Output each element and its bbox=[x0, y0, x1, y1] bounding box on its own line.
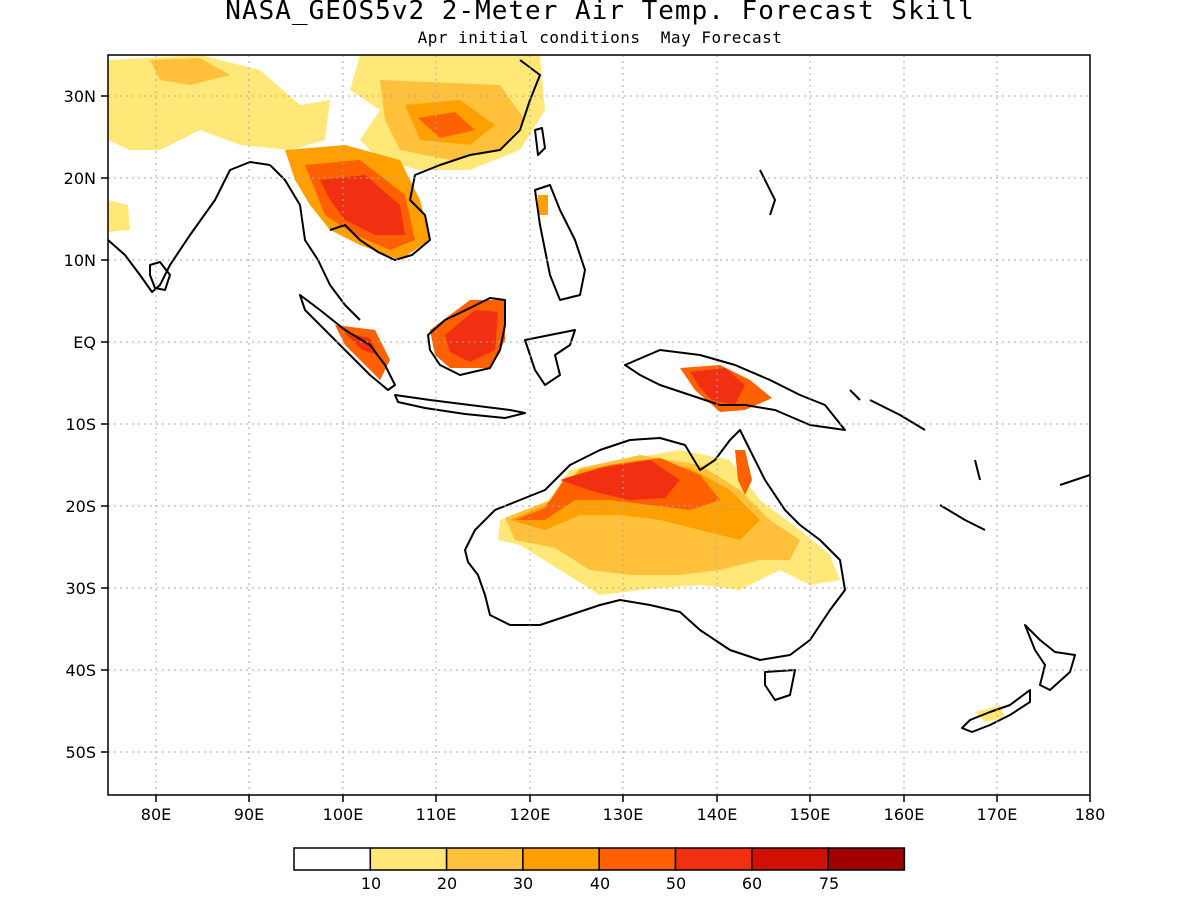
coast-taiwan bbox=[534, 127, 546, 156]
lat-label-10s: 10S bbox=[65, 415, 96, 434]
colorbar-box bbox=[598, 847, 677, 871]
colorbar-box bbox=[674, 847, 753, 871]
colorbar-label-40: 40 bbox=[590, 874, 610, 893]
coast-sri-lanka bbox=[149, 261, 171, 291]
shade-philippines bbox=[538, 195, 548, 215]
colorbar-label-50: 50 bbox=[666, 874, 686, 893]
map-subtitle: Apr initial conditions May Forecast bbox=[417, 28, 783, 47]
colorbar-label-75: 75 bbox=[819, 874, 839, 893]
coastlines bbox=[108, 59, 1090, 733]
colorbar-labels: 10 20 30 40 50 60 75 bbox=[361, 874, 839, 893]
coast-pacific-islands bbox=[759, 169, 1090, 531]
lon-ticks bbox=[155, 795, 1091, 802]
skill-shading bbox=[108, 55, 1005, 722]
coast-australia bbox=[464, 429, 846, 661]
coast-nz-south bbox=[961, 689, 1031, 733]
lat-label-50s: 50S bbox=[65, 743, 96, 762]
lat-tick-labels: 30N 20N 10N EQ 10S 20S 30S 40S 50S bbox=[64, 87, 96, 762]
shade-sumatra-core bbox=[345, 333, 378, 355]
coast-java bbox=[394, 394, 526, 419]
colorbar-box bbox=[445, 847, 524, 871]
coast-nz-north bbox=[1024, 624, 1076, 691]
map-title: NASA_GEOS5v2 2-Meter Air Temp. Forecast … bbox=[225, 0, 975, 26]
lat-label-30s: 30S bbox=[65, 579, 96, 598]
coast-sulawesi bbox=[524, 329, 576, 386]
coast-tasmania bbox=[764, 669, 796, 701]
lat-ticks bbox=[101, 95, 108, 753]
coast-borneo bbox=[427, 297, 506, 376]
shade-india-west bbox=[108, 200, 130, 232]
colorbar-label-30: 30 bbox=[513, 874, 533, 893]
colorbar-box bbox=[751, 847, 829, 871]
shade-australia-core bbox=[560, 460, 680, 500]
lat-label-20n: 20N bbox=[64, 169, 96, 188]
lon-label-180: 180 bbox=[1075, 805, 1106, 824]
colorbar-box bbox=[827, 847, 906, 871]
lon-label-100e: 100E bbox=[323, 805, 364, 824]
shade-himalaya-inner bbox=[150, 58, 230, 85]
colorbar-box bbox=[369, 847, 448, 871]
colorbar-boxes bbox=[293, 847, 906, 871]
lat-label-30n: 30N bbox=[64, 87, 96, 106]
lat-label-40s: 40S bbox=[65, 661, 96, 680]
lon-label-90e: 90E bbox=[234, 805, 264, 824]
lon-tick-labels: 80E 90E 100E 110E 120E 130E 140E 150E 16… bbox=[141, 805, 1106, 824]
colorbar-box bbox=[293, 847, 372, 871]
shade-indochina-core bbox=[320, 175, 405, 235]
coast-sumatra bbox=[299, 294, 396, 391]
lon-label-160e: 160E bbox=[884, 805, 925, 824]
colorbar-label-20: 20 bbox=[437, 874, 457, 893]
lon-label-130e: 130E bbox=[603, 805, 644, 824]
plot-frame bbox=[107, 54, 1091, 796]
colorbar-label-10: 10 bbox=[361, 874, 381, 893]
shade-australia-east bbox=[735, 450, 752, 495]
lat-label-10n: 10N bbox=[64, 251, 96, 270]
shade-borneo-core bbox=[445, 310, 498, 362]
gridlines bbox=[108, 55, 1090, 795]
colorbar-label-60: 60 bbox=[742, 874, 762, 893]
lon-label-120e: 120E bbox=[510, 805, 551, 824]
shade-sumatra bbox=[335, 325, 390, 380]
lon-label-170e: 170E bbox=[977, 805, 1018, 824]
lon-label-80e: 80E bbox=[141, 805, 171, 824]
coast-newguinea bbox=[624, 349, 846, 431]
lon-label-140e: 140E bbox=[697, 805, 738, 824]
colorbar-box bbox=[522, 847, 600, 871]
colorbar: 10 20 30 40 50 60 75 bbox=[293, 847, 906, 893]
lon-label-150e: 150E bbox=[790, 805, 831, 824]
coast-philippines bbox=[534, 184, 586, 301]
lon-label-110e: 110E bbox=[416, 805, 457, 824]
lat-label-20s: 20S bbox=[65, 497, 96, 516]
shade-china-core bbox=[418, 112, 475, 138]
lat-label-eq: EQ bbox=[73, 333, 96, 352]
coast-india bbox=[108, 161, 271, 293]
